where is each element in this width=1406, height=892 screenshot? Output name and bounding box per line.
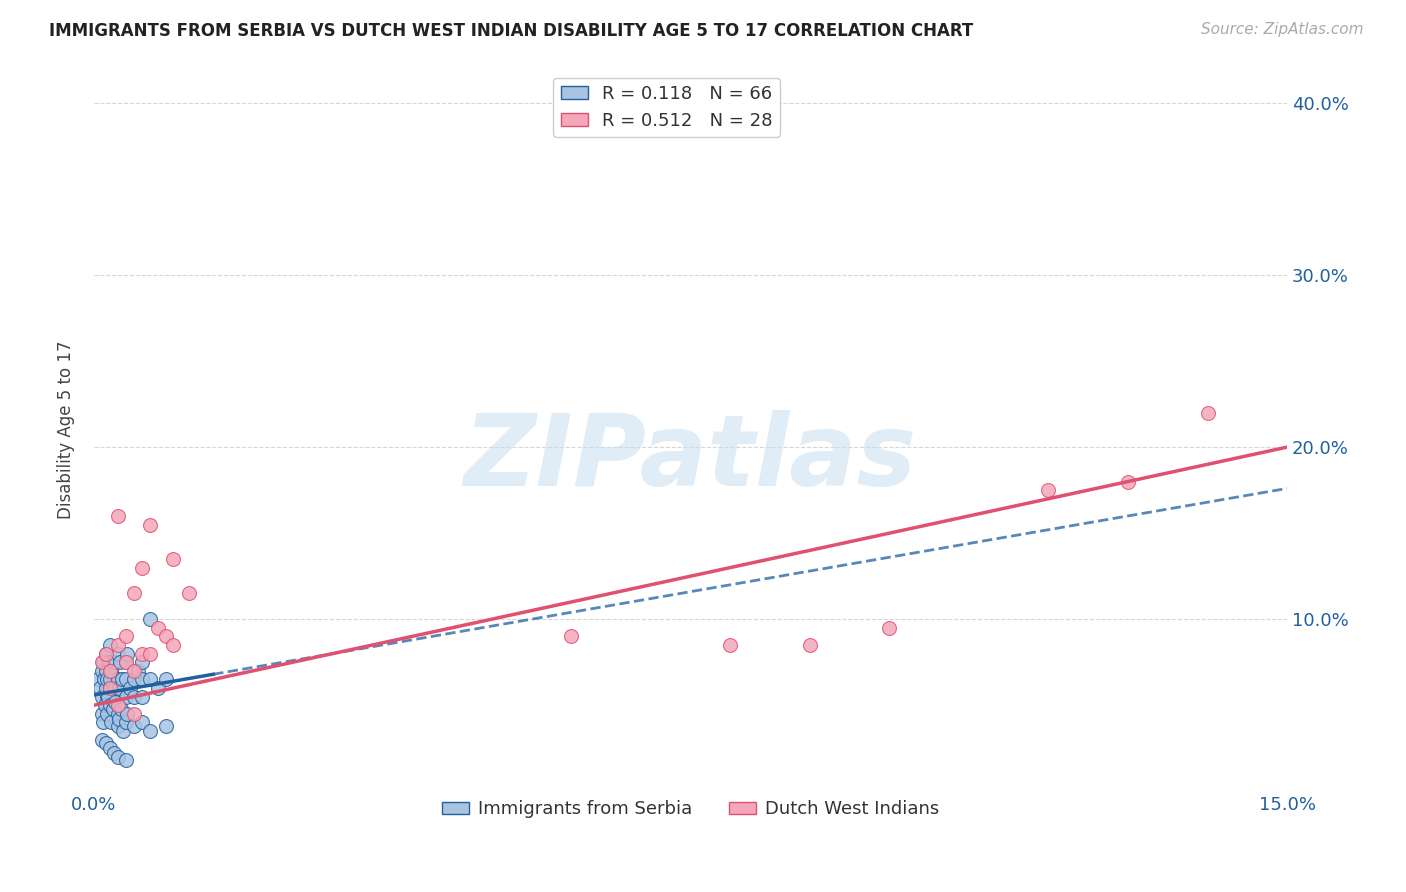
Point — [114, 690, 136, 704]
Point — [162, 552, 184, 566]
Point — [110, 702, 132, 716]
Point — [131, 715, 153, 730]
Point — [114, 655, 136, 669]
Point — [155, 629, 177, 643]
Point — [90, 664, 112, 678]
Point — [122, 664, 145, 678]
Point — [118, 681, 141, 695]
Point — [107, 673, 129, 687]
Point — [96, 706, 118, 721]
Y-axis label: Disability Age 5 to 17: Disability Age 5 to 17 — [58, 341, 75, 519]
Point — [127, 664, 149, 678]
Point — [107, 719, 129, 733]
Point — [98, 681, 121, 695]
Point — [94, 698, 117, 713]
Point — [179, 586, 201, 600]
Point — [146, 621, 169, 635]
Point — [560, 629, 582, 643]
Point — [90, 690, 112, 704]
Text: ZIPatlas: ZIPatlas — [464, 410, 917, 508]
Point — [114, 655, 136, 669]
Point — [94, 647, 117, 661]
Point — [114, 753, 136, 767]
Point — [107, 690, 129, 704]
Point — [138, 724, 160, 739]
Point — [98, 681, 121, 695]
Point — [146, 681, 169, 695]
Point — [131, 673, 153, 687]
Point — [107, 750, 129, 764]
Point — [108, 712, 131, 726]
Point — [131, 560, 153, 574]
Point — [122, 673, 145, 687]
Point — [114, 673, 136, 687]
Point — [96, 673, 118, 687]
Point — [131, 690, 153, 704]
Point — [122, 690, 145, 704]
Point — [97, 690, 120, 704]
Point — [94, 736, 117, 750]
Point — [111, 673, 134, 687]
Point — [138, 647, 160, 661]
Point — [87, 673, 110, 687]
Point — [98, 673, 121, 687]
Point — [107, 698, 129, 713]
Point — [155, 673, 177, 687]
Text: Source: ZipAtlas.com: Source: ZipAtlas.com — [1201, 22, 1364, 37]
Point — [108, 655, 131, 669]
Point — [114, 629, 136, 643]
Point — [98, 664, 121, 678]
Point — [93, 715, 115, 730]
Point — [718, 638, 741, 652]
Point — [114, 715, 136, 730]
Point — [799, 638, 821, 652]
Point — [89, 681, 111, 695]
Point — [98, 638, 121, 652]
Point — [100, 715, 122, 730]
Point — [101, 702, 124, 716]
Text: IMMIGRANTS FROM SERBIA VS DUTCH WEST INDIAN DISABILITY AGE 5 TO 17 CORRELATION C: IMMIGRANTS FROM SERBIA VS DUTCH WEST IND… — [49, 22, 973, 40]
Point — [122, 586, 145, 600]
Point — [117, 647, 139, 661]
Point — [108, 681, 131, 695]
Point — [131, 655, 153, 669]
Point — [1116, 475, 1139, 489]
Point — [138, 517, 160, 532]
Point — [155, 719, 177, 733]
Point — [97, 655, 120, 669]
Point — [107, 638, 129, 652]
Point — [90, 655, 112, 669]
Point — [107, 647, 129, 661]
Point — [103, 747, 125, 761]
Point — [117, 706, 139, 721]
Point — [100, 664, 122, 678]
Point — [98, 655, 121, 669]
Point — [103, 655, 125, 669]
Point — [122, 706, 145, 721]
Point — [94, 647, 117, 661]
Point — [1197, 406, 1219, 420]
Point — [93, 655, 115, 669]
Point — [879, 621, 901, 635]
Point — [138, 673, 160, 687]
Point — [104, 695, 127, 709]
Point — [131, 647, 153, 661]
Point — [1038, 483, 1060, 497]
Point — [90, 732, 112, 747]
Point — [98, 698, 121, 713]
Point — [107, 706, 129, 721]
Point — [138, 612, 160, 626]
Point — [122, 719, 145, 733]
Point — [93, 673, 115, 687]
Point — [103, 681, 125, 695]
Point — [94, 681, 117, 695]
Legend: Immigrants from Serbia, Dutch West Indians: Immigrants from Serbia, Dutch West India… — [434, 793, 946, 826]
Point — [96, 690, 118, 704]
Point — [107, 508, 129, 523]
Point — [94, 664, 117, 678]
Point — [90, 706, 112, 721]
Point — [162, 638, 184, 652]
Point — [98, 741, 121, 756]
Point — [111, 724, 134, 739]
